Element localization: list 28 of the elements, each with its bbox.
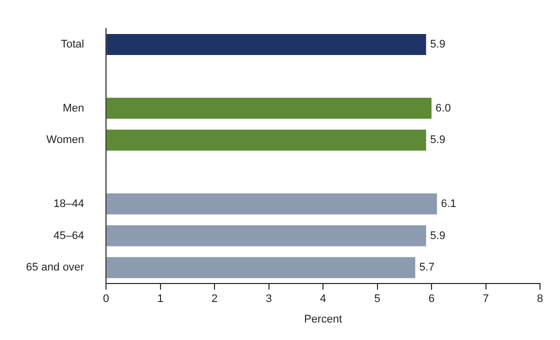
x-tick-label: 6 <box>428 293 435 306</box>
y-tick-label: 45–64 <box>54 230 84 242</box>
y-tick-label: Men <box>62 102 84 114</box>
x-tick-label: 8 <box>536 293 544 306</box>
data-label: 5.9 <box>430 134 446 146</box>
x-tick-label: 0 <box>103 293 110 306</box>
data-label: 6.1 <box>440 198 456 210</box>
x-tick-label: 1 <box>157 293 164 306</box>
data-label: 5.9 <box>430 38 446 51</box>
y-tick-label: Women <box>46 134 84 146</box>
x-tick-label: 5 <box>374 293 380 306</box>
bar <box>106 225 426 246</box>
x-axis-title: Percent <box>304 313 342 326</box>
bar <box>106 257 416 278</box>
x-tick-label: 4 <box>320 293 326 306</box>
bar <box>106 193 437 214</box>
bar <box>106 98 432 119</box>
bar <box>106 34 426 56</box>
y-tick-label: 18–44 <box>54 198 84 210</box>
bar <box>106 130 426 151</box>
data-label: 5.9 <box>430 230 446 242</box>
y-tick-label: 65 and over <box>26 262 84 274</box>
x-tick-label: 7 <box>482 293 489 306</box>
data-label: 5.7 <box>419 262 435 274</box>
data-label: 6.0 <box>436 102 451 114</box>
y-tick-label: Total <box>60 38 84 51</box>
x-tick-label: 2 <box>212 293 218 306</box>
x-tick-label: 3 <box>266 293 272 306</box>
